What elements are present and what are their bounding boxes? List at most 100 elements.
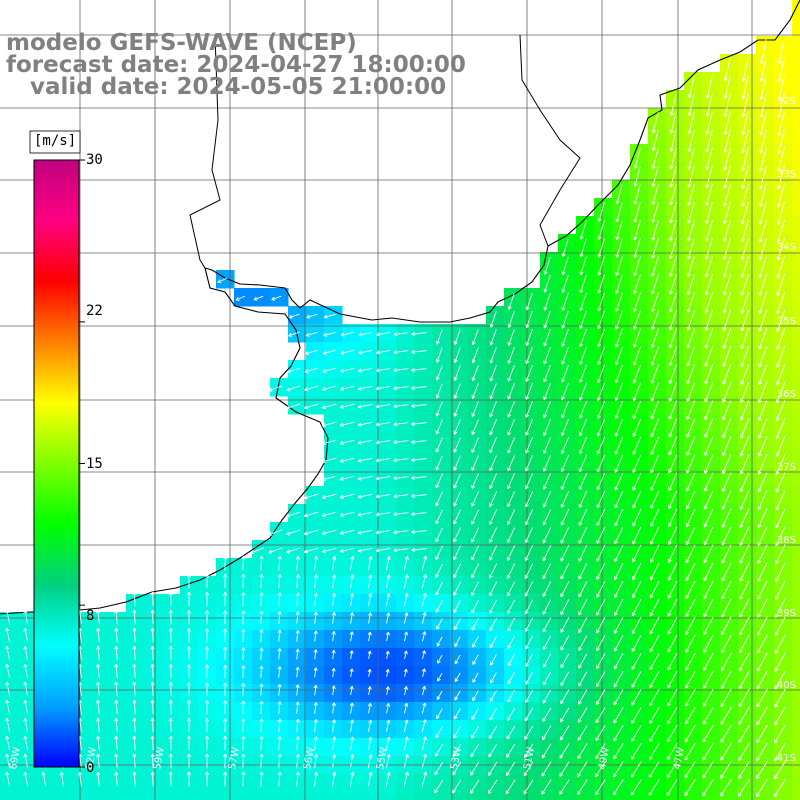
wind-arrow [632, 472, 642, 491]
wind-arrow [774, 616, 786, 636]
wind-arrow [775, 418, 786, 440]
wind-arrow [685, 562, 696, 581]
wind-arrow [687, 75, 695, 99]
wind-speed-cell [684, 792, 703, 800]
wind-arrow [411, 493, 427, 499]
wind-arrow [597, 238, 605, 258]
wind-arrow [357, 385, 373, 391]
wind-arrow [687, 147, 695, 170]
wind-arrow [268, 529, 283, 536]
wind-arrow [357, 457, 373, 463]
wind-arrow [741, 57, 749, 82]
wind-speed-cell [792, 306, 800, 325]
wind-arrow [597, 292, 605, 312]
wind-speed-cell [36, 792, 55, 800]
wind-arrow [758, 327, 768, 350]
wind-arrow [295, 630, 300, 642]
wind-arrow [422, 631, 427, 642]
wind-arrow [614, 490, 624, 509]
wind-arrow [543, 328, 551, 347]
wind-arrow [651, 274, 659, 295]
wind-arrow [304, 367, 319, 374]
wind-arrow [596, 472, 606, 491]
wind-arrow [471, 455, 479, 471]
wind-speed-cell [792, 522, 800, 541]
wind-arrow [723, 165, 731, 189]
wind-arrow [685, 598, 696, 617]
wind-arrow [776, 309, 786, 332]
wind-arrow [23, 627, 29, 643]
wind-arrow [507, 365, 515, 382]
wind-arrow [322, 385, 337, 392]
wind-arrow [758, 201, 767, 225]
wind-arrow [271, 295, 282, 301]
wind-speed-cell [792, 36, 800, 55]
wind-arrow [453, 581, 461, 596]
wind-arrow [632, 508, 642, 527]
wind-arrow [759, 57, 767, 82]
wind-arrow [596, 545, 606, 562]
wind-arrow [669, 202, 677, 224]
wind-arrow [722, 418, 732, 439]
wind-arrow [322, 403, 337, 410]
wind-arrow [357, 403, 373, 409]
wind-speed-cell [792, 54, 800, 73]
wind-arrow [739, 508, 750, 528]
wind-speed-cell [792, 720, 800, 739]
wind-arrow [543, 346, 551, 365]
wind-arrow [721, 454, 732, 474]
wind-arrow [722, 219, 731, 242]
wind-arrow [507, 383, 515, 400]
wind-arrow [740, 273, 750, 296]
wind-arrow [668, 382, 678, 402]
wind-speed-cell [432, 792, 451, 800]
wind-arrow [411, 475, 427, 481]
wind-arrow [403, 631, 409, 642]
wind-speed-cell [738, 792, 757, 800]
wind-arrow [150, 591, 155, 607]
wind-arrow [524, 545, 534, 562]
wind-arrow [471, 599, 479, 614]
wind-arrow [757, 418, 768, 439]
wind-arrow [375, 493, 391, 499]
wind-arrow [650, 454, 660, 474]
wind-arrow [277, 629, 282, 642]
wind-arrow [186, 573, 191, 589]
wind-arrow [650, 490, 660, 509]
wind-arrow [304, 547, 319, 554]
wind-arrow [339, 421, 355, 427]
wind-arrow [578, 418, 588, 437]
wind-arrow [453, 618, 461, 631]
wind-arrow [777, 75, 785, 101]
wind-arrow [667, 616, 678, 635]
wind-arrow [669, 220, 677, 241]
wind-arrow [614, 346, 623, 366]
wind-speed-cell [792, 126, 800, 145]
wind-arrow [756, 616, 768, 636]
wind-arrow [651, 112, 659, 134]
wind-arrow [703, 562, 714, 582]
wind-arrow [471, 329, 479, 346]
wind-arrow [304, 385, 319, 392]
wind-arrow [358, 367, 373, 373]
wind-arrow [340, 367, 355, 373]
wind-arrow [241, 573, 246, 589]
wind-arrow [435, 437, 443, 453]
wind-arrow [436, 618, 443, 630]
wind-arrow [411, 403, 427, 409]
wind-arrow [614, 382, 624, 402]
wind-arrow [286, 547, 301, 554]
latitude-label: 35S [777, 316, 796, 327]
wind-speed-cell [792, 90, 800, 109]
wind-arrow [561, 274, 569, 293]
wind-arrow [524, 509, 534, 526]
wind-arrow [453, 599, 461, 613]
wind-arrow [578, 545, 588, 562]
wind-arrow [560, 400, 569, 419]
wind-arrow [453, 329, 461, 345]
wind-arrow [357, 439, 373, 445]
wind-arrow [578, 527, 588, 544]
wind-arrow [669, 148, 677, 170]
wind-arrow [722, 364, 732, 385]
wind-arrow [704, 436, 714, 456]
